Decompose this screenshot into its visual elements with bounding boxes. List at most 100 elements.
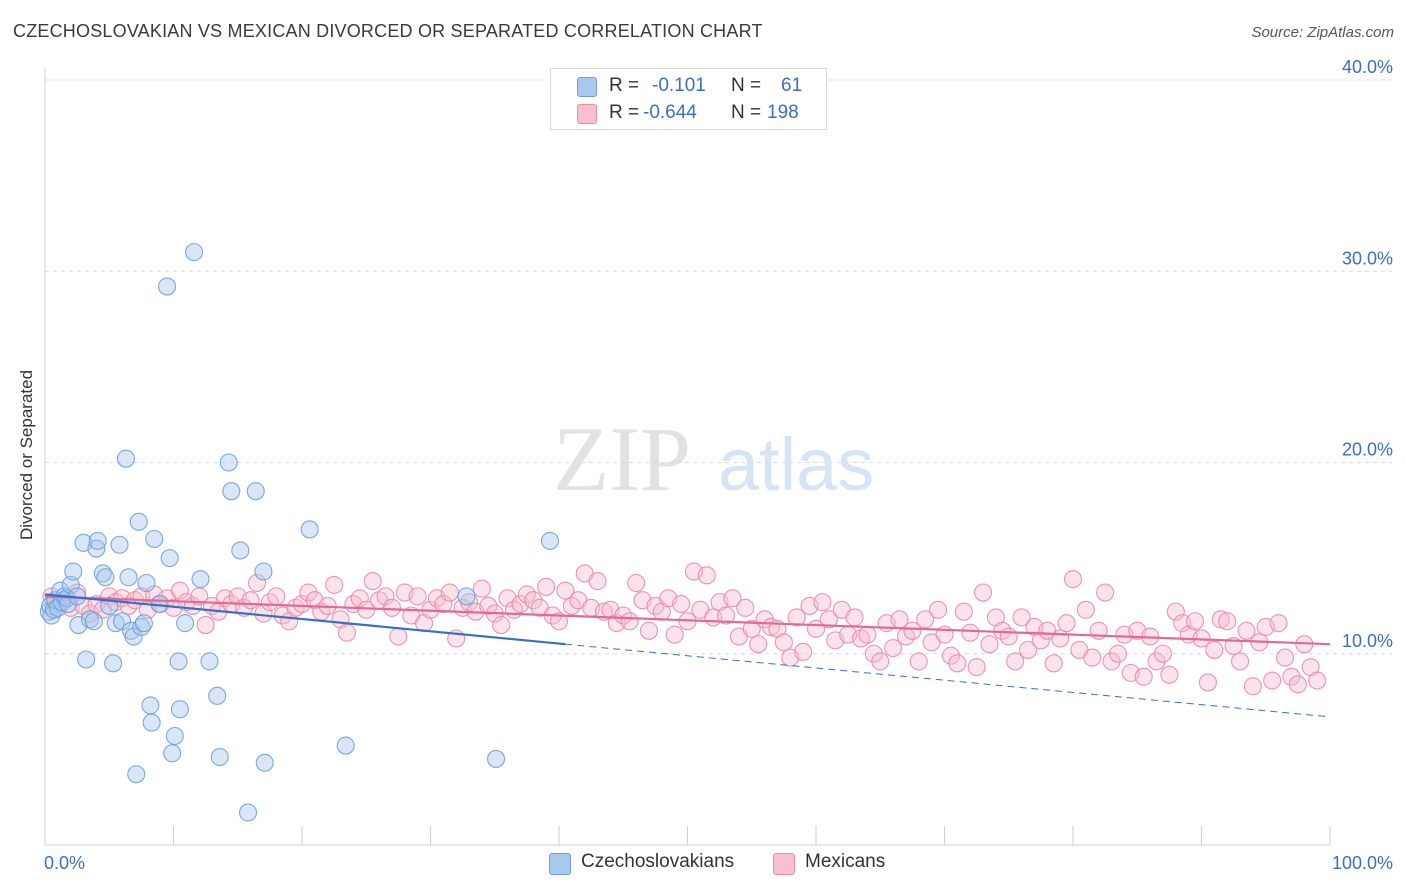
point-mexican [639,621,659,640]
point-mexican [961,623,980,642]
point-mexican [716,606,736,625]
point-mexican [1275,648,1295,667]
point-mexican [1012,608,1031,627]
trend-line-mexicans [44,595,1331,646]
watermark-zip: ZIP [553,408,691,510]
legend-label-mexicans: Mexicans [805,851,886,872]
point-mexican [845,608,864,627]
point-mexican [556,581,575,600]
point-czechoslovakian [127,765,146,784]
point-mexican [1160,665,1179,684]
point-mexican [871,652,890,671]
point-czechoslovakian [457,587,476,606]
point-mexican [1237,621,1256,640]
point-czechoslovakian [88,531,107,550]
legend-swatch-mexicans [773,853,795,875]
legend-n-value: 198 [767,102,799,123]
point-czechoslovakian [87,539,106,558]
axes [44,68,1331,846]
point-czechoslovakian [255,753,274,772]
point-mexican [999,627,1018,646]
point-mexican [813,593,832,612]
point-czechoslovakian [116,449,136,468]
point-mexican [479,596,498,615]
point-mexican [903,621,922,640]
point-czechoslovakian [176,614,195,633]
point-mexican [1263,671,1282,690]
point-czechoslovakian [96,568,115,587]
point-mexican [357,600,376,619]
point-czechoslovakian [113,612,132,631]
point-mexican [929,600,948,619]
point-czechoslovakian [69,616,88,635]
point-czechoslovakian [540,531,560,550]
point-czechoslovakian [119,568,138,587]
point-czechoslovakian [158,277,177,296]
point-czechoslovakian [219,453,238,472]
legend-label-czechoslovakians: Czechoslovakians [581,851,735,872]
point-mexican [170,581,189,600]
legend-r-value: -0.644 [643,102,697,123]
point-mexican [1269,614,1288,633]
y-tick-label: 30.0% [1342,248,1393,268]
point-mexican [742,619,761,638]
point-mexican [434,594,453,614]
x-tick-label: 100.0% [1332,853,1393,873]
point-czechoslovakian [134,614,153,633]
correlation-legend: R = -0.101 N = 61 R = -0.644 N = 198 [550,68,827,130]
point-mexican [1006,652,1025,671]
point-mexican [723,589,742,608]
point-czechoslovakian [163,744,182,763]
point-czechoslovakian [486,749,506,768]
point-czechoslovakian [238,803,258,822]
point-mexican [954,602,973,621]
point-mexican [241,591,260,610]
point-mexican [1057,614,1076,633]
point-mexican [774,633,793,652]
point-czechoslovakian [137,573,156,593]
point-mexican [376,587,395,606]
point-mexican [1044,654,1063,673]
point-czechoslovakian [231,541,250,560]
point-czechoslovakian [300,520,319,539]
point-czechoslovakian [61,575,80,594]
point-mexican [884,638,903,658]
point-czechoslovakian [142,713,161,732]
point-mexican [363,572,382,591]
point-czechoslovakian [336,736,355,755]
point-mexican [1186,612,1205,631]
watermark: ZIP atlas [553,408,874,510]
point-czechoslovakian [254,562,273,581]
legend-r-value: -0.101 [652,75,706,96]
point-mexican [1051,629,1070,648]
legend-r-label: R = [609,102,640,123]
point-mexican [440,583,459,602]
point-mexican [627,573,646,593]
point-mexican [1031,631,1050,650]
data-points [39,243,1327,822]
point-mexican [549,612,569,631]
point-czechoslovakian [141,696,160,715]
point-mexican [408,587,427,606]
point-czechoslovakian [210,747,229,767]
point-czechoslovakian [104,654,123,673]
point-mexican [196,616,215,635]
point-czechoslovakian [169,652,188,671]
point-mexican [980,635,999,654]
point-mexican [620,612,639,631]
point-mexican [1243,677,1262,696]
chart-title: CZECHOSLOVAKIAN VS MEXICAN DIVORCED OR S… [13,21,763,41]
point-mexican [1018,640,1038,659]
point-czechoslovakian [165,726,184,746]
point-mexican [1063,570,1083,589]
grid-lines [45,79,1392,655]
x-tick-label: 0.0% [44,853,85,873]
legend-n-label: N = [731,102,762,123]
point-mexican [672,594,691,614]
point-mexican [267,587,286,606]
point-mexican [247,573,267,593]
y-tick-label: 20.0% [1342,440,1393,460]
y-tick-label: 10.0% [1342,631,1393,651]
point-mexican [1076,600,1095,619]
